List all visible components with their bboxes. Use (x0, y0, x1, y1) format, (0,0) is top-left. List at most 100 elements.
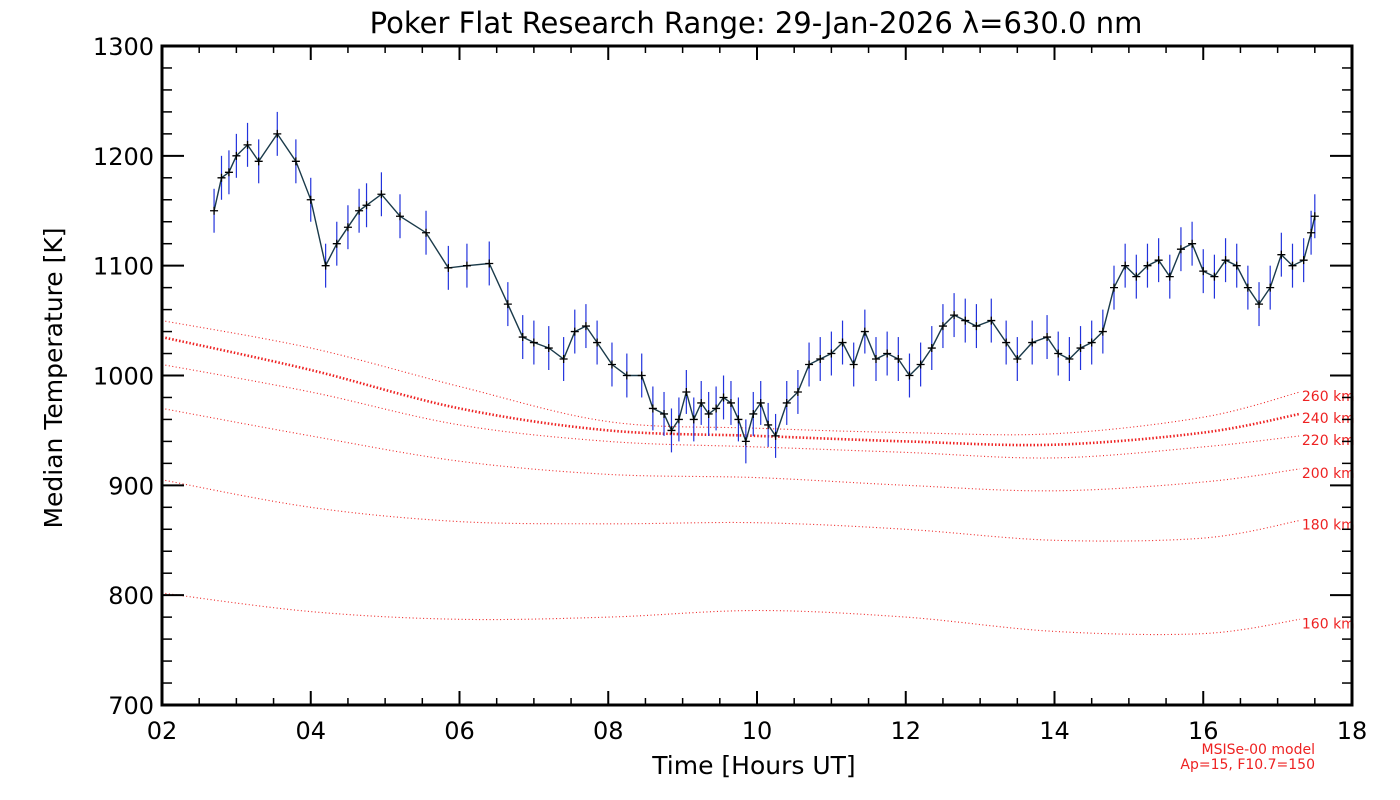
data-point (1028, 338, 1037, 347)
model-curve-label-2: 220 km (1302, 433, 1355, 449)
model-curve-1 (161, 335, 1301, 447)
data-point (1054, 349, 1063, 358)
data-point (1255, 300, 1264, 309)
data-point (972, 322, 981, 331)
data-point (637, 371, 646, 380)
measured-line (213, 132, 1316, 444)
y-tick-label: 1100 (93, 253, 154, 281)
data-point (1299, 256, 1308, 265)
data-point (1221, 256, 1230, 265)
x-tick-label: 12 (890, 717, 921, 745)
data-point (273, 129, 282, 138)
data-point (1154, 256, 1163, 265)
data-point (343, 223, 352, 232)
data-point (719, 393, 728, 402)
data-point (1176, 245, 1185, 254)
error-bars (213, 111, 1316, 464)
measured-series (210, 111, 1319, 464)
data-point (734, 415, 743, 424)
plot-frame (160, 44, 1354, 707)
model-curve-5 (161, 592, 1300, 636)
x-tick-label: 18 (1337, 717, 1368, 745)
data-point (674, 415, 683, 424)
data-point (872, 355, 880, 364)
data-point (396, 212, 404, 221)
model-curves: 260 km 240 km 220 km 200 km 180 km 160 km (161, 320, 1355, 636)
y-tick-label: 800 (108, 582, 154, 610)
data-point (1165, 272, 1174, 281)
chart-title: Poker Flat Research Range: 29-Jan-2026 λ… (370, 6, 1143, 40)
y-tick-label: 1300 (93, 33, 154, 61)
data-point (726, 398, 735, 407)
data-point (1199, 267, 1208, 276)
y-axis-label: Median Temperature [K] (39, 227, 68, 528)
data-point (1307, 228, 1316, 237)
data-point (1310, 212, 1319, 221)
data-point (793, 387, 802, 396)
data-point (704, 409, 713, 418)
data-point (916, 360, 925, 369)
data-point (355, 206, 364, 215)
data-point (682, 387, 691, 396)
data-point (607, 360, 616, 369)
data-point (321, 261, 330, 270)
data-point (529, 338, 538, 347)
data-point (827, 349, 836, 358)
data-point (1098, 327, 1107, 336)
data-point (581, 322, 590, 331)
data-point (210, 206, 219, 215)
data-point (362, 201, 371, 210)
data-point (1087, 338, 1096, 347)
data-point (697, 398, 706, 407)
data-point (217, 173, 226, 182)
data-point (518, 333, 527, 342)
data-point (1266, 283, 1275, 292)
data-point (950, 311, 959, 320)
x-tick-label: 06 (444, 717, 475, 745)
data-point (254, 157, 263, 166)
x-tick-label: 14 (1039, 717, 1070, 745)
y-tick-label: 900 (108, 472, 154, 500)
model-curve-label-4: 180 km (1302, 518, 1355, 534)
x-tick-label: 16 (1188, 717, 1219, 745)
model-note-line-2: Ap=15, F10.7=150 (1180, 757, 1315, 773)
data-point (961, 316, 970, 325)
model-curve-label-1: 240 km (1302, 411, 1355, 427)
data-point (1277, 250, 1286, 259)
data-point (905, 371, 914, 380)
x-tick-label: 08 (593, 717, 624, 745)
data-point (1065, 355, 1074, 364)
data-point (816, 355, 825, 364)
data-point (622, 371, 631, 380)
data-point (444, 263, 453, 272)
data-point (1002, 338, 1011, 347)
data-point (422, 228, 431, 237)
data-point (838, 338, 847, 347)
data-point (1043, 333, 1052, 342)
data-point (883, 349, 892, 358)
data-point (938, 322, 947, 331)
data-point (243, 140, 252, 149)
x-tick-label: 04 (295, 717, 326, 745)
data-point (660, 409, 669, 418)
data-point (1288, 261, 1297, 270)
y-tick-label: 700 (108, 692, 154, 720)
x-tick-label: 02 (147, 717, 178, 745)
data-point (849, 360, 858, 369)
data-point (291, 157, 300, 166)
data-point (741, 437, 750, 446)
data-point (462, 261, 471, 270)
x-axis-label: Time [Hours UT] (651, 751, 855, 780)
data-point (927, 344, 936, 353)
data-point (667, 426, 676, 435)
data-point (570, 327, 579, 336)
data-point (771, 431, 780, 440)
data-point (1121, 261, 1130, 270)
data-point (764, 420, 773, 429)
data-point (1143, 261, 1152, 270)
data-point (485, 259, 494, 268)
data-point (1232, 261, 1241, 270)
data-point (987, 316, 996, 325)
data-point (1132, 272, 1141, 281)
